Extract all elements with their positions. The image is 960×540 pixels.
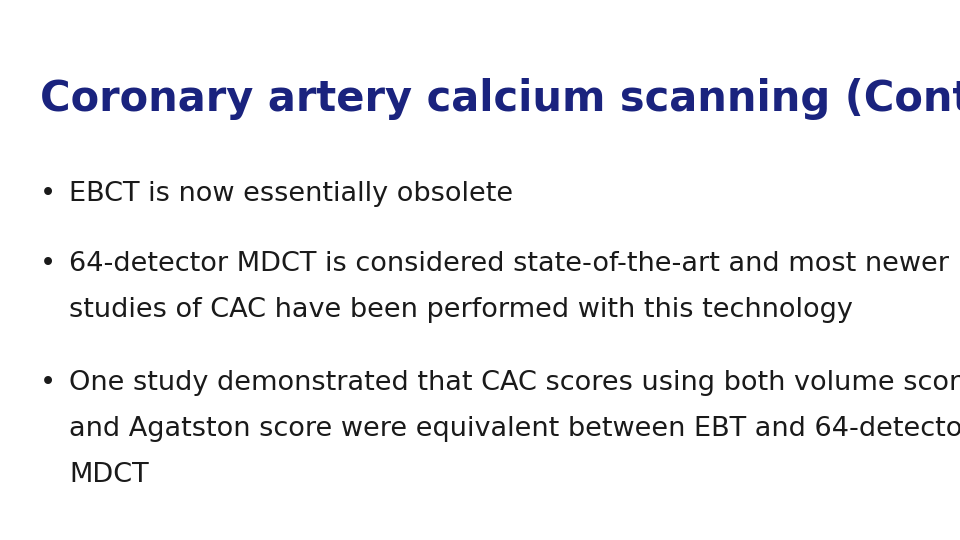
Text: studies of CAC have been performed with this technology: studies of CAC have been performed with … [69,297,853,323]
Text: •: • [40,181,57,207]
Text: EBCT is now essentially obsolete: EBCT is now essentially obsolete [69,181,514,207]
Text: •: • [40,370,57,396]
Text: MDCT: MDCT [69,462,149,488]
Text: One study demonstrated that CAC scores using both volume score: One study demonstrated that CAC scores u… [69,370,960,396]
Text: 64-detector MDCT is considered state-of-the-art and most newer: 64-detector MDCT is considered state-of-… [69,251,949,277]
Text: Coronary artery calcium scanning (Contd..): Coronary artery calcium scanning (Contd.… [40,78,960,120]
Text: and Agatston score were equivalent between EBT and 64-detector: and Agatston score were equivalent betwe… [69,416,960,442]
Text: •: • [40,251,57,277]
